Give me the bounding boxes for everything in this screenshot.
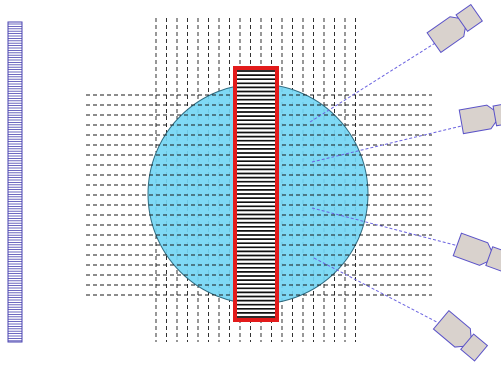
detector-camera-icon bbox=[432, 309, 489, 362]
detector-head bbox=[460, 333, 489, 362]
scattered-beam-lines bbox=[309, 39, 479, 333]
beam-line bbox=[309, 39, 441, 123]
detector-head bbox=[492, 102, 501, 127]
striped-sample-icon bbox=[233, 66, 279, 322]
detector-group bbox=[426, 3, 501, 362]
beam-line bbox=[311, 121, 479, 163]
detector-head bbox=[485, 246, 501, 273]
detector-camera-icon bbox=[458, 102, 501, 135]
detector-camera-icon bbox=[426, 3, 484, 54]
detector-head bbox=[455, 3, 484, 33]
horizontal-grid-lines bbox=[86, 94, 432, 296]
grating-icon bbox=[7, 21, 23, 343]
beam-line bbox=[311, 207, 475, 251]
detector-camera-icon bbox=[452, 232, 501, 273]
sample-frame bbox=[233, 66, 279, 322]
beam-line bbox=[313, 257, 457, 333]
